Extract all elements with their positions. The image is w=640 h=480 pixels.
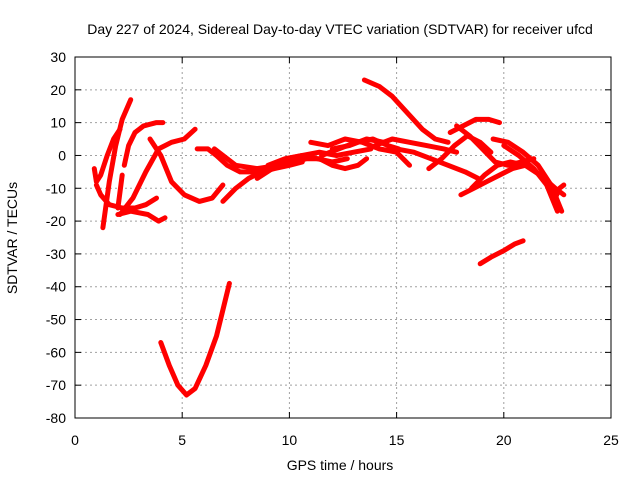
grid: [75, 57, 611, 418]
series-arc-1: [100, 97, 134, 231]
x-tick-labels: 0 5 10 15 20 25: [71, 432, 619, 448]
series-arc-10: [194, 146, 269, 175]
x-tick-label: 10: [282, 432, 298, 448]
series-arc-18: [329, 136, 412, 168]
series-arc-2: [91, 126, 123, 185]
y-tick-label: 20: [50, 82, 66, 98]
x-tick-label: 15: [389, 432, 405, 448]
y-tick-label: -40: [46, 279, 66, 295]
series-arc-15: [291, 156, 370, 172]
x-tick-label: 25: [603, 432, 619, 448]
axis-ticks: [74, 56, 612, 419]
series-arc-28: [501, 143, 560, 214]
series-arc-6: [115, 172, 125, 211]
series-arc-8: [147, 136, 226, 204]
y-axis-label: SDTVAR / TECUs: [4, 182, 20, 294]
series-arc-9: [158, 280, 232, 398]
series-arc-29: [552, 182, 567, 201]
series-layer: [91, 77, 567, 398]
series-arc-14: [265, 146, 374, 168]
series-arc-22: [426, 133, 494, 172]
y-tick-label: -20: [46, 213, 66, 229]
chart-title: Day 227 of 2024, Sidereal Day-to-day VTE…: [87, 21, 593, 37]
plot-frame: [74, 56, 612, 419]
x-axis-label: GPS time / hours: [287, 457, 394, 473]
y-tick-label: -70: [46, 377, 66, 393]
y-tick-label: 10: [50, 115, 66, 131]
series-arc-30: [477, 238, 526, 267]
x-tick-label: 5: [178, 432, 186, 448]
y-tick-label: 30: [50, 49, 66, 65]
x-tick-label: 0: [71, 432, 79, 448]
y-tick-label: -60: [46, 344, 66, 360]
series-arc-5: [121, 120, 166, 168]
series-arc-19: [361, 77, 451, 145]
y-tick-label: -50: [46, 312, 66, 328]
series-arc-4: [115, 208, 168, 224]
y-tick-label: 0: [58, 147, 66, 163]
y-tick-label: -30: [46, 246, 66, 262]
series-arc-27: [490, 136, 565, 214]
y-tick-label: -10: [46, 180, 66, 196]
y-tick-labels: -80 -70 -60 -50 -40 -30 -20 -10 0 10 20 30: [46, 49, 66, 426]
series-arc-12: [211, 146, 303, 172]
y-tick-label: -80: [46, 410, 66, 426]
series-arc-20: [372, 136, 460, 155]
series-arc-11: [220, 159, 305, 204]
x-tick-label: 20: [496, 432, 512, 448]
